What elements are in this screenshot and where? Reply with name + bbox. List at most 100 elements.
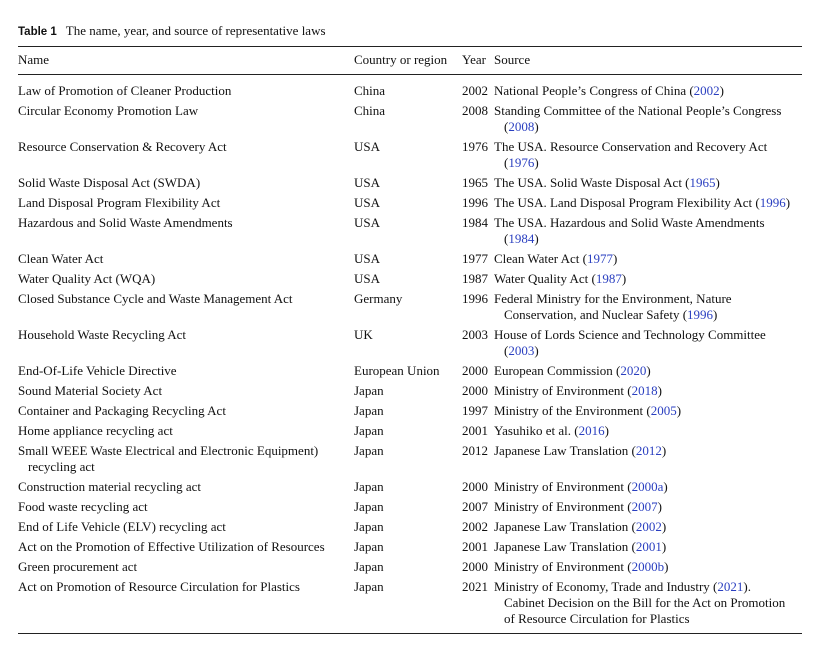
source-cell: Japanese Law Translation (2002) bbox=[494, 517, 802, 537]
citation-link[interactable]: 2020 bbox=[620, 363, 647, 378]
source-cell: Ministry of Environment (2000a) bbox=[494, 477, 802, 497]
citation-link[interactable]: 1996 bbox=[687, 307, 714, 322]
source-cell: Ministry of Environment (2007) bbox=[494, 497, 802, 517]
law-name: Water Quality Act (WQA) bbox=[18, 271, 156, 286]
citation-link[interactable]: 1987 bbox=[595, 271, 622, 286]
citation-link[interactable]: 2002 bbox=[635, 519, 662, 534]
table-row: Construction material recycling act Japan… bbox=[18, 477, 802, 497]
law-name: Home appliance recycling act bbox=[18, 423, 173, 438]
table-body: Law of Promotion of Cleaner Production Ch… bbox=[18, 75, 802, 634]
citation-link[interactable]: 1996 bbox=[759, 195, 786, 210]
citation-link[interactable]: 2007 bbox=[631, 499, 658, 514]
table-container: Table 1 The name, year, and source of re… bbox=[18, 22, 802, 634]
citation-link[interactable]: 2018 bbox=[631, 383, 658, 398]
law-name: Act on the Promotion of Effective Utiliz… bbox=[18, 539, 325, 554]
source-text: The USA. Resource Conservation and Recov… bbox=[494, 139, 768, 170]
country-cell: Japan bbox=[354, 443, 384, 458]
source-cell: Ministry of Environment (2000b) bbox=[494, 557, 802, 577]
citation-link[interactable]: 1977 bbox=[586, 251, 613, 266]
citation-link[interactable]: 2005 bbox=[650, 403, 677, 418]
citation-link[interactable]: 2000b bbox=[631, 559, 665, 574]
citation-link[interactable]: 2021 bbox=[717, 579, 744, 594]
citation-link[interactable]: 2003 bbox=[508, 343, 535, 358]
law-name: Household Waste Recycling Act bbox=[18, 327, 187, 342]
country-cell: China bbox=[354, 103, 386, 118]
source-text-after: ) bbox=[534, 343, 539, 358]
source-text-after: ) bbox=[657, 499, 662, 514]
citation-link[interactable]: 2002 bbox=[693, 83, 720, 98]
source-text-after: ) bbox=[612, 251, 618, 266]
country-cell: Japan bbox=[354, 499, 384, 514]
source-cell: Japanese Law Translation (2001) bbox=[494, 537, 802, 557]
source-text-after: ). Cabinet Decision on the Bill for the … bbox=[504, 579, 786, 626]
table-row: End-Of-Life Vehicle Directive European Un… bbox=[18, 361, 802, 381]
citation-link[interactable]: 1976 bbox=[508, 155, 535, 170]
source-text-after: ) bbox=[785, 195, 791, 210]
country-cell: Japan bbox=[354, 479, 384, 494]
citation-link[interactable]: 2000a bbox=[631, 479, 664, 494]
country-cell: USA bbox=[354, 195, 381, 210]
year-cell: 2000 bbox=[462, 363, 488, 378]
source-text: National People’s Congress of China ( bbox=[494, 83, 694, 98]
law-name: End of Life Vehicle (ELV) recycling act bbox=[18, 519, 226, 534]
table-row: Solid Waste Disposal Act (SWDA) USA 1965 Th… bbox=[18, 173, 802, 193]
year-cell: 1996 bbox=[462, 195, 488, 210]
citation-link[interactable]: 1984 bbox=[508, 231, 535, 246]
country-cell: USA bbox=[354, 139, 381, 154]
source-cell: Federal Ministry for the Environment, Na… bbox=[494, 289, 802, 325]
law-name: Act on Promotion of Resource Circulation… bbox=[18, 579, 300, 594]
source-text: Ministry of Economy, Trade and Industry … bbox=[494, 579, 718, 594]
law-name: Construction material recycling act bbox=[18, 479, 202, 494]
country-cell: Japan bbox=[354, 539, 384, 554]
source-text: Standing Committee of the National Peopl… bbox=[494, 103, 782, 134]
citation-link[interactable]: 2008 bbox=[508, 119, 535, 134]
source-text: Federal Ministry for the Environment, Na… bbox=[494, 291, 732, 322]
country-cell: Japan bbox=[354, 403, 384, 418]
source-text: Ministry of Environment ( bbox=[494, 479, 632, 494]
table-row: Land Disposal Program Flexibility Act USA… bbox=[18, 193, 802, 213]
source-cell: Ministry of Environment (2018) bbox=[494, 381, 802, 401]
source-text: The USA. Land Disposal Program Flexibili… bbox=[494, 195, 760, 210]
table-row: Hazardous and Solid Waste Amendments USA 1… bbox=[18, 213, 802, 249]
source-cell: Standing Committee of the National Peopl… bbox=[494, 101, 802, 137]
year-cell: 2002 bbox=[462, 83, 488, 98]
table-row: Circular Economy Promotion Law China 2008 S… bbox=[18, 101, 802, 137]
source-text-after: ) bbox=[661, 443, 667, 458]
source-text: Japanese Law Translation ( bbox=[494, 519, 636, 534]
citation-link[interactable]: 2016 bbox=[578, 423, 605, 438]
country-cell: European Union bbox=[354, 363, 440, 378]
table-caption: Table 1 The name, year, and source of re… bbox=[18, 22, 802, 41]
table-row: Closed Substance Cycle and Waste Managem… bbox=[18, 289, 802, 325]
header-row: Name Country or region Year Source bbox=[18, 46, 802, 75]
law-name: Closed Substance Cycle and Waste Managem… bbox=[18, 291, 293, 306]
source-cell: National People’s Congress of China (200… bbox=[494, 75, 802, 102]
table-row: Law of Promotion of Cleaner Production Ch… bbox=[18, 75, 802, 102]
citation-link[interactable]: 2001 bbox=[635, 539, 662, 554]
table-row: Act on the Promotion of Effective Utiliz… bbox=[18, 537, 802, 557]
law-name: Hazardous and Solid Waste Amendments bbox=[18, 215, 233, 230]
caption-label: Table 1 bbox=[18, 26, 57, 38]
year-cell: 2000 bbox=[462, 383, 488, 398]
country-cell: Japan bbox=[354, 519, 384, 534]
source-text: Ministry of the Environment ( bbox=[494, 403, 651, 418]
source-text-after: ) bbox=[661, 539, 667, 554]
source-text-after: ) bbox=[661, 519, 667, 534]
year-cell: 2021 bbox=[462, 579, 488, 594]
citation-link[interactable]: 2012 bbox=[635, 443, 662, 458]
source-text-after: ) bbox=[657, 383, 662, 398]
source-text-after: ) bbox=[534, 231, 539, 246]
year-cell: 1977 bbox=[462, 251, 488, 266]
table-row: Water Quality Act (WQA) USA 1987 Water Qual… bbox=[18, 269, 802, 289]
source-text: Ministry of Environment ( bbox=[494, 559, 632, 574]
source-text-after: ) bbox=[663, 479, 668, 494]
citation-link[interactable]: 1965 bbox=[689, 175, 716, 190]
table-row: Food waste recycling act Japan 2007 Ministr… bbox=[18, 497, 802, 517]
country-cell: USA bbox=[354, 175, 381, 190]
source-text-after: ) bbox=[534, 155, 539, 170]
year-cell: 2007 bbox=[462, 499, 488, 514]
source-text-after: ) bbox=[715, 175, 720, 190]
year-cell: 2001 bbox=[462, 423, 488, 438]
law-name: Land Disposal Program Flexibility Act bbox=[18, 195, 221, 210]
table-row: Clean Water Act USA 1977 Clean Water Act (1… bbox=[18, 249, 802, 269]
source-text-after: ) bbox=[621, 271, 627, 286]
